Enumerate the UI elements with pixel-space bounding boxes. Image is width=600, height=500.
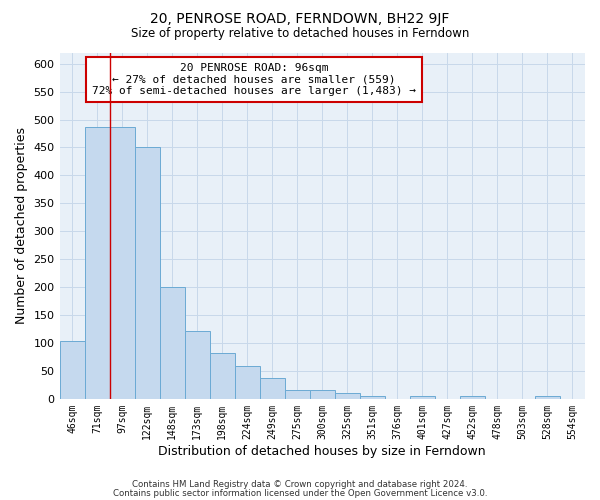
Text: Contains HM Land Registry data © Crown copyright and database right 2024.: Contains HM Land Registry data © Crown c…: [132, 480, 468, 489]
Bar: [285, 390, 310, 399]
Bar: [59, 342, 85, 399]
Bar: [410, 396, 435, 399]
Text: Contains public sector information licensed under the Open Government Licence v3: Contains public sector information licen…: [113, 488, 487, 498]
Bar: [85, 127, 110, 399]
X-axis label: Distribution of detached houses by size in Ferndown: Distribution of detached houses by size …: [158, 444, 486, 458]
Bar: [260, 378, 285, 399]
Bar: [360, 396, 385, 399]
Bar: [160, 287, 185, 399]
Bar: [535, 396, 560, 399]
Bar: [235, 366, 260, 399]
Text: 20, PENROSE ROAD, FERNDOWN, BH22 9JF: 20, PENROSE ROAD, FERNDOWN, BH22 9JF: [151, 12, 449, 26]
Text: Size of property relative to detached houses in Ferndown: Size of property relative to detached ho…: [131, 28, 469, 40]
Text: 20 PENROSE ROAD: 96sqm
← 27% of detached houses are smaller (559)
72% of semi-de: 20 PENROSE ROAD: 96sqm ← 27% of detached…: [92, 63, 416, 96]
Bar: [335, 393, 360, 399]
Y-axis label: Number of detached properties: Number of detached properties: [15, 127, 28, 324]
Bar: [209, 353, 235, 399]
Bar: [310, 390, 335, 399]
Bar: [134, 148, 160, 399]
Bar: [110, 127, 134, 399]
Bar: [185, 330, 209, 399]
Bar: [460, 396, 485, 399]
